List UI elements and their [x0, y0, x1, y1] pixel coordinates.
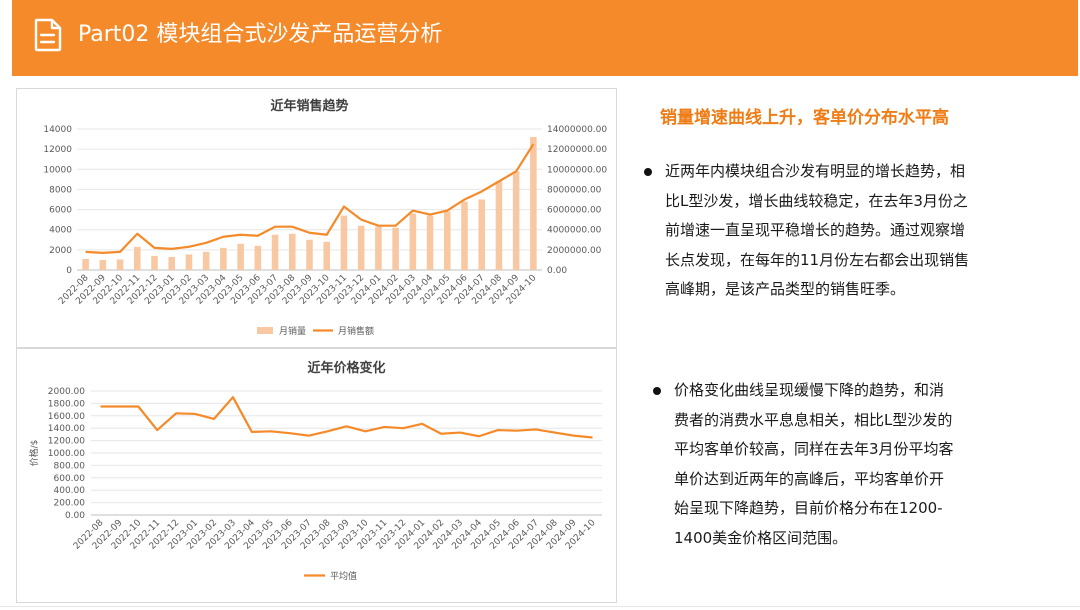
- sales-trend-chart-panel: 近年销售趋势 0 2000 4000 6000 8000 10000 12000 14000 0.…: [16, 88, 617, 348]
- legend-label: 平均值: [330, 570, 357, 582]
- bar: [444, 211, 451, 270]
- bar: [306, 239, 313, 270]
- bar: [254, 245, 262, 270]
- y-right-tick-label: 14000000.00: [547, 125, 607, 135]
- bullet-dot: [653, 387, 661, 395]
- bar: [289, 233, 296, 270]
- analysis-paragraph-sales: 近两年内模块组合沙发有明显的增长趋势，相 比L型沙发，增长曲线较稳定，在去年3月份…: [640, 157, 1020, 305]
- paragraph-line: 前增速一直呈现平稳增长的趋势。通过观察增: [665, 221, 966, 239]
- paragraph-line: 高峰期，是该产品类型的销售旺季。: [665, 280, 906, 298]
- y-left-tick-label: 12000: [43, 145, 72, 155]
- bar: [151, 255, 158, 270]
- paragraph-text: 近两年内模块组合沙发有明显的增长趋势，相 比L型沙发，增长曲线较稳定，在去年3月份…: [665, 157, 1020, 305]
- bar: [461, 201, 468, 270]
- analysis-panel: 销量增速曲线上升，客单价分布水平高 近两年内模块组合沙发有明显的增长趋势，相 比L…: [624, 88, 1074, 598]
- bar: [409, 213, 417, 270]
- y-left-tick-label: 2000: [49, 246, 72, 256]
- y-tick-label: 600.00: [54, 474, 86, 484]
- paragraph-line: 平均客单价较高，同样在去年3月份平均客: [674, 440, 954, 458]
- y-right-tick-label: 2000000.00: [547, 246, 602, 256]
- average-price-line: [100, 396, 593, 439]
- divider: [0, 606, 1080, 607]
- y-tick-label: 200.00: [54, 499, 86, 509]
- chart-title: 近年销售趋势: [270, 98, 348, 114]
- bar: [99, 259, 107, 270]
- bar: [375, 226, 382, 270]
- y-tick-label: 400.00: [54, 486, 86, 496]
- y-right-tick-label: 6000000.00: [547, 206, 602, 216]
- y-tick-label: 1000.00: [48, 449, 85, 459]
- paragraph-line: 单价达到近两年的高峰后，平均客单价开: [674, 469, 945, 488]
- bar: [495, 181, 503, 270]
- price-trend-chart-panel: 近年价格变化 0.00 200.00 400.00 600.00 800.00 1000.0…: [16, 348, 617, 603]
- bar: [340, 215, 348, 270]
- bar: [202, 251, 210, 270]
- price-trend-chart: 近年价格变化 0.00 200.00 400.00 600.00 800.00 1000.0…: [28, 360, 602, 582]
- analysis-paragraph-price: 价格变化曲线呈现缓慢下降的趋势，和消 费者的消费水平息息相关，相比L型沙发的 平均客…: [648, 376, 1018, 553]
- bar: [392, 227, 399, 270]
- bar: [357, 225, 365, 270]
- y-tick-label: 1400.00: [48, 424, 85, 434]
- y-left-tick-label: 10000: [43, 165, 72, 175]
- paragraph-text: 价格变化曲线呈现缓慢下降的趋势，和消 费者的消费水平息息相关，相比L型沙发的 平均客…: [674, 376, 1018, 553]
- bar: [185, 254, 193, 270]
- bar: [168, 256, 175, 270]
- y-right-tick-label: 4000000.00: [547, 226, 602, 236]
- y-left-tick-label: 8000: [49, 185, 72, 195]
- legend-label: 月销量: [279, 325, 306, 337]
- document-icon: [34, 18, 62, 52]
- y-left-tick-label: 4000: [49, 226, 72, 236]
- y-tick-label: 1200.00: [48, 437, 85, 447]
- paragraph-line: 近两年内模块组合沙发有明显的增长趋势，相: [665, 162, 966, 180]
- header-bar: [12, 0, 1078, 76]
- y-axis-label: 价格/$: [28, 440, 40, 467]
- y-left-tick-label: 0: [66, 266, 72, 276]
- y-right-tick-label: 12000000.00: [547, 145, 607, 155]
- bar: [530, 137, 537, 270]
- paragraph-line: 费者的消费水平息息相关，相比L型沙发的: [674, 410, 953, 429]
- legend-label: 月销售额: [338, 325, 374, 337]
- bar: [116, 259, 124, 270]
- y-tick-label: 800.00: [54, 461, 86, 471]
- y-tick-label: 1600.00: [48, 412, 85, 422]
- bullet-dot: [644, 168, 652, 176]
- y-tick-label: 0.00: [65, 511, 85, 521]
- bar: [134, 246, 141, 270]
- paragraph-line: 始呈现下降趋势，目前价格分布在1200-: [674, 499, 943, 517]
- bar: [478, 199, 485, 270]
- page-title: Part02 模块组合式沙发产品运营分析: [78, 22, 443, 47]
- sales-amount-line: [85, 143, 535, 254]
- bar: [237, 243, 244, 270]
- bar: [426, 215, 434, 270]
- y-tick-label: 2000.00: [48, 387, 85, 397]
- bar: [82, 258, 89, 270]
- paragraph-line: 长点发现，在每年的11月份左右都会出现销售: [665, 250, 970, 269]
- y-right-tick-label: 10000000.00: [547, 165, 607, 175]
- y-right-tick-label: 0.00: [547, 266, 567, 276]
- bar: [512, 171, 520, 270]
- y-tick-label: 1800.00: [48, 399, 85, 409]
- bar: [220, 247, 227, 270]
- legend-swatch-bar: [257, 327, 273, 334]
- paragraph-line: 1400美金价格区间范围。: [674, 528, 848, 547]
- sales-trend-chart: 近年销售趋势 0 2000 4000 6000 8000 10000 12000 14000 0.…: [43, 98, 607, 337]
- analysis-headline: 销量增速曲线上升，客单价分布水平高: [660, 108, 949, 128]
- y-right-tick-label: 8000000.00: [547, 185, 602, 195]
- paragraph-line: 价格变化曲线呈现缓慢下降的趋势，和消: [674, 381, 945, 399]
- y-left-tick-label: 14000: [43, 125, 72, 135]
- chart-title: 近年价格变化: [307, 360, 385, 376]
- bar: [271, 234, 279, 270]
- bar: [323, 241, 330, 270]
- y-left-tick-label: 6000: [49, 206, 72, 216]
- paragraph-line: 比L型沙发，增长曲线较稳定，在去年3月份之: [665, 191, 968, 210]
